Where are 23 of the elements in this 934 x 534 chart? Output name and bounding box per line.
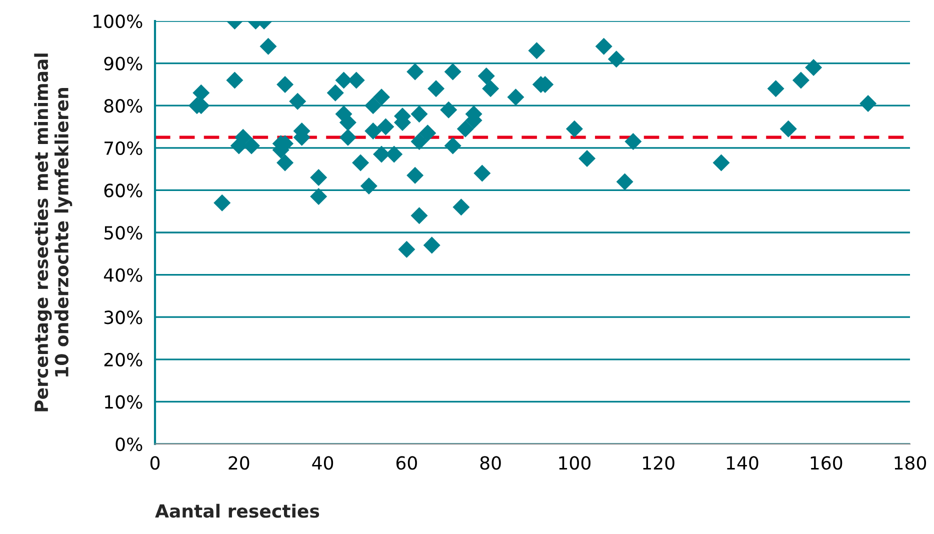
- y-tick-label: 30%: [104, 310, 142, 324]
- x-axis-title: Aantal resecties: [155, 504, 320, 518]
- y-tick-label: 70%: [104, 141, 142, 156]
- y-tick-label: 20%: [104, 352, 142, 367]
- x-tick-label: 120: [643, 456, 674, 470]
- y-tick-label: 90%: [104, 56, 142, 70]
- x-tick-label: 80: [480, 456, 501, 470]
- x-tick-label: 160: [810, 456, 842, 470]
- y-tick-label: 50%: [104, 226, 142, 240]
- y-tick-label: 40%: [104, 268, 142, 282]
- y-tick-label: 80%: [104, 99, 142, 113]
- y-axis-title: Percentage resecties met minimaal 10 onderzochte lymfeklieren: [34, 54, 72, 412]
- x-tick-label: 180: [894, 456, 926, 470]
- x-tick-label: 0: [150, 456, 160, 470]
- x-tick-label: 100: [559, 456, 590, 470]
- y-tick-label: 0%: [116, 437, 142, 452]
- x-tick-label: 20: [228, 456, 250, 470]
- y-tick-label: 100%: [94, 14, 142, 28]
- x-tick-label: 40: [312, 456, 334, 470]
- y-tick-label: 10%: [105, 395, 142, 409]
- x-tick-label: 60: [396, 456, 417, 470]
- y-tick-label: 60%: [104, 184, 142, 198]
- x-tick-label: 140: [726, 456, 758, 470]
